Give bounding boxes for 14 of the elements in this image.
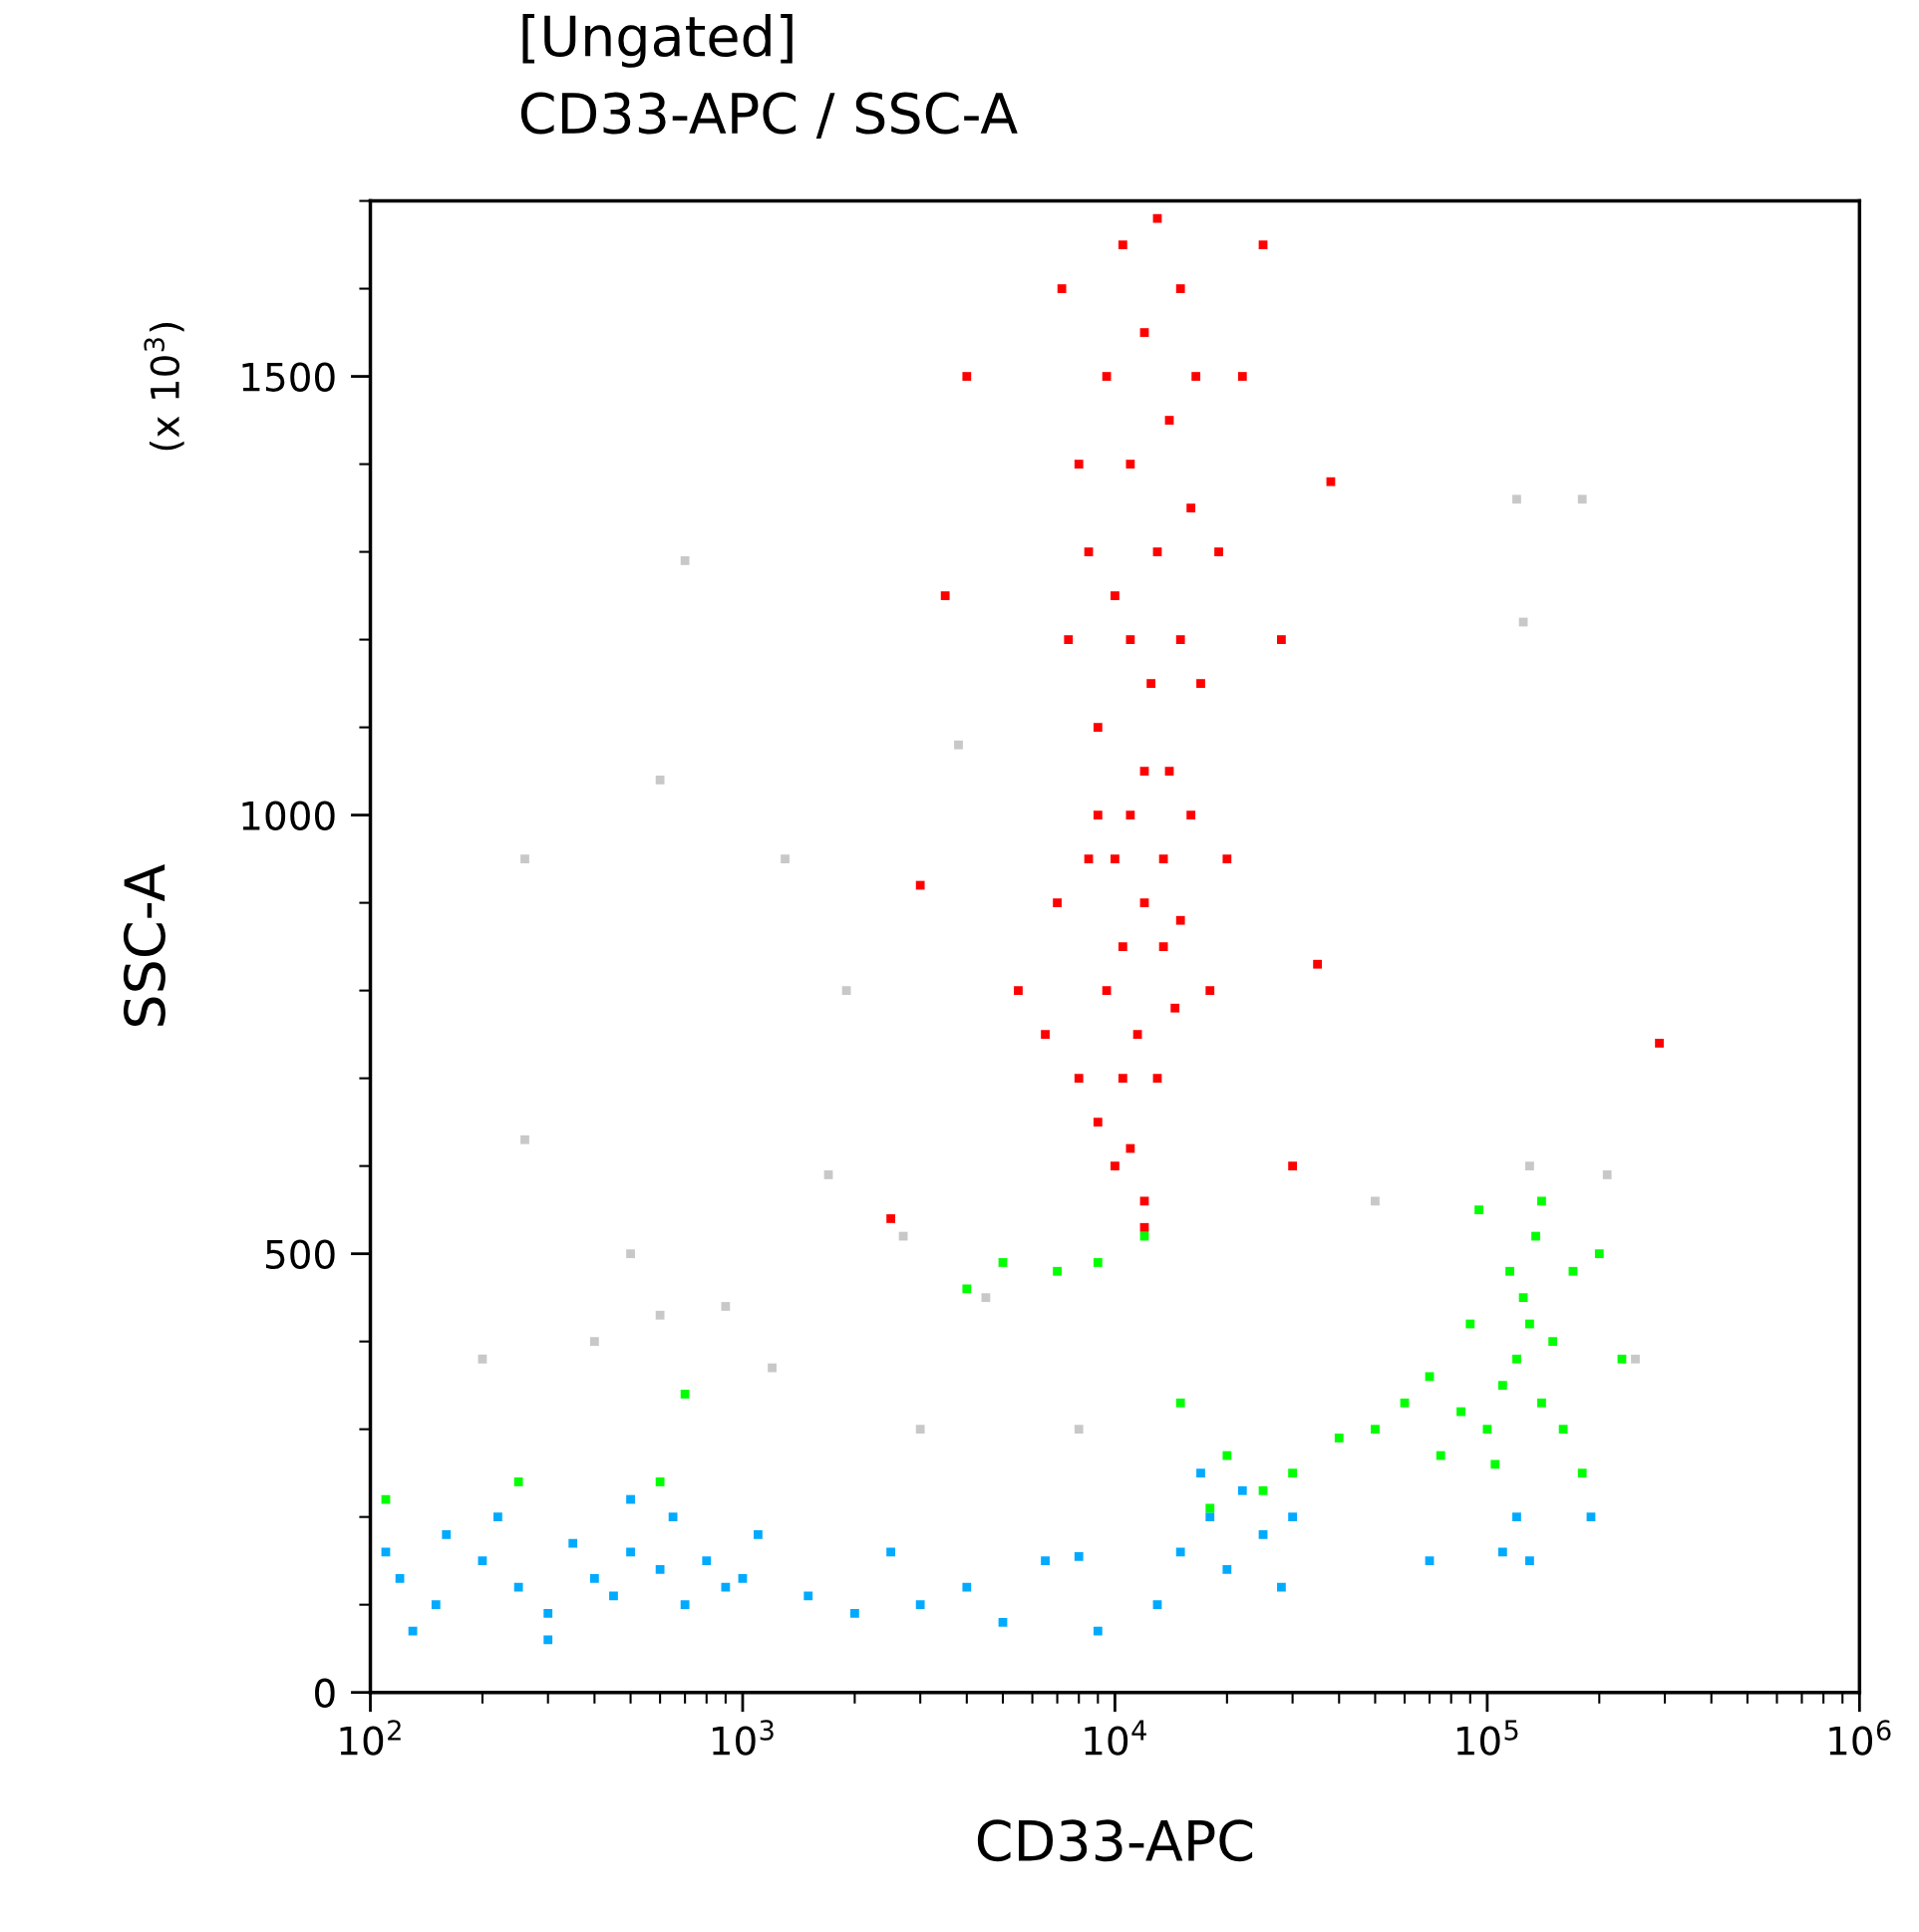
x-axis-title: CD33-APC bbox=[977, 1819, 1253, 1862]
chart-title: [Ungated] bbox=[522, 14, 793, 68]
y-tick-label: 1500 bbox=[242, 362, 335, 392]
text: (x 10$^{3}$) bbox=[144, 323, 184, 451]
x-tick-label: 10$^{6}$ bbox=[1829, 1720, 1891, 1756]
x-tick-label: 10$^{4}$ bbox=[1085, 1720, 1146, 1756]
x-tick-label: 10$^{2}$ bbox=[340, 1720, 401, 1756]
y-axis-title: SSC-A bbox=[123, 864, 165, 1027]
chart-subtitle: CD33-APC / SSC-A bbox=[520, 92, 1018, 139]
y-tick-label: 1000 bbox=[242, 801, 335, 830]
x-tick-label: 10$^{3}$ bbox=[713, 1720, 774, 1756]
y-tick-label: 500 bbox=[265, 1239, 335, 1269]
x-tick-label: 10$^{5}$ bbox=[1456, 1720, 1518, 1756]
y-tick-label: 0 bbox=[315, 1678, 335, 1709]
